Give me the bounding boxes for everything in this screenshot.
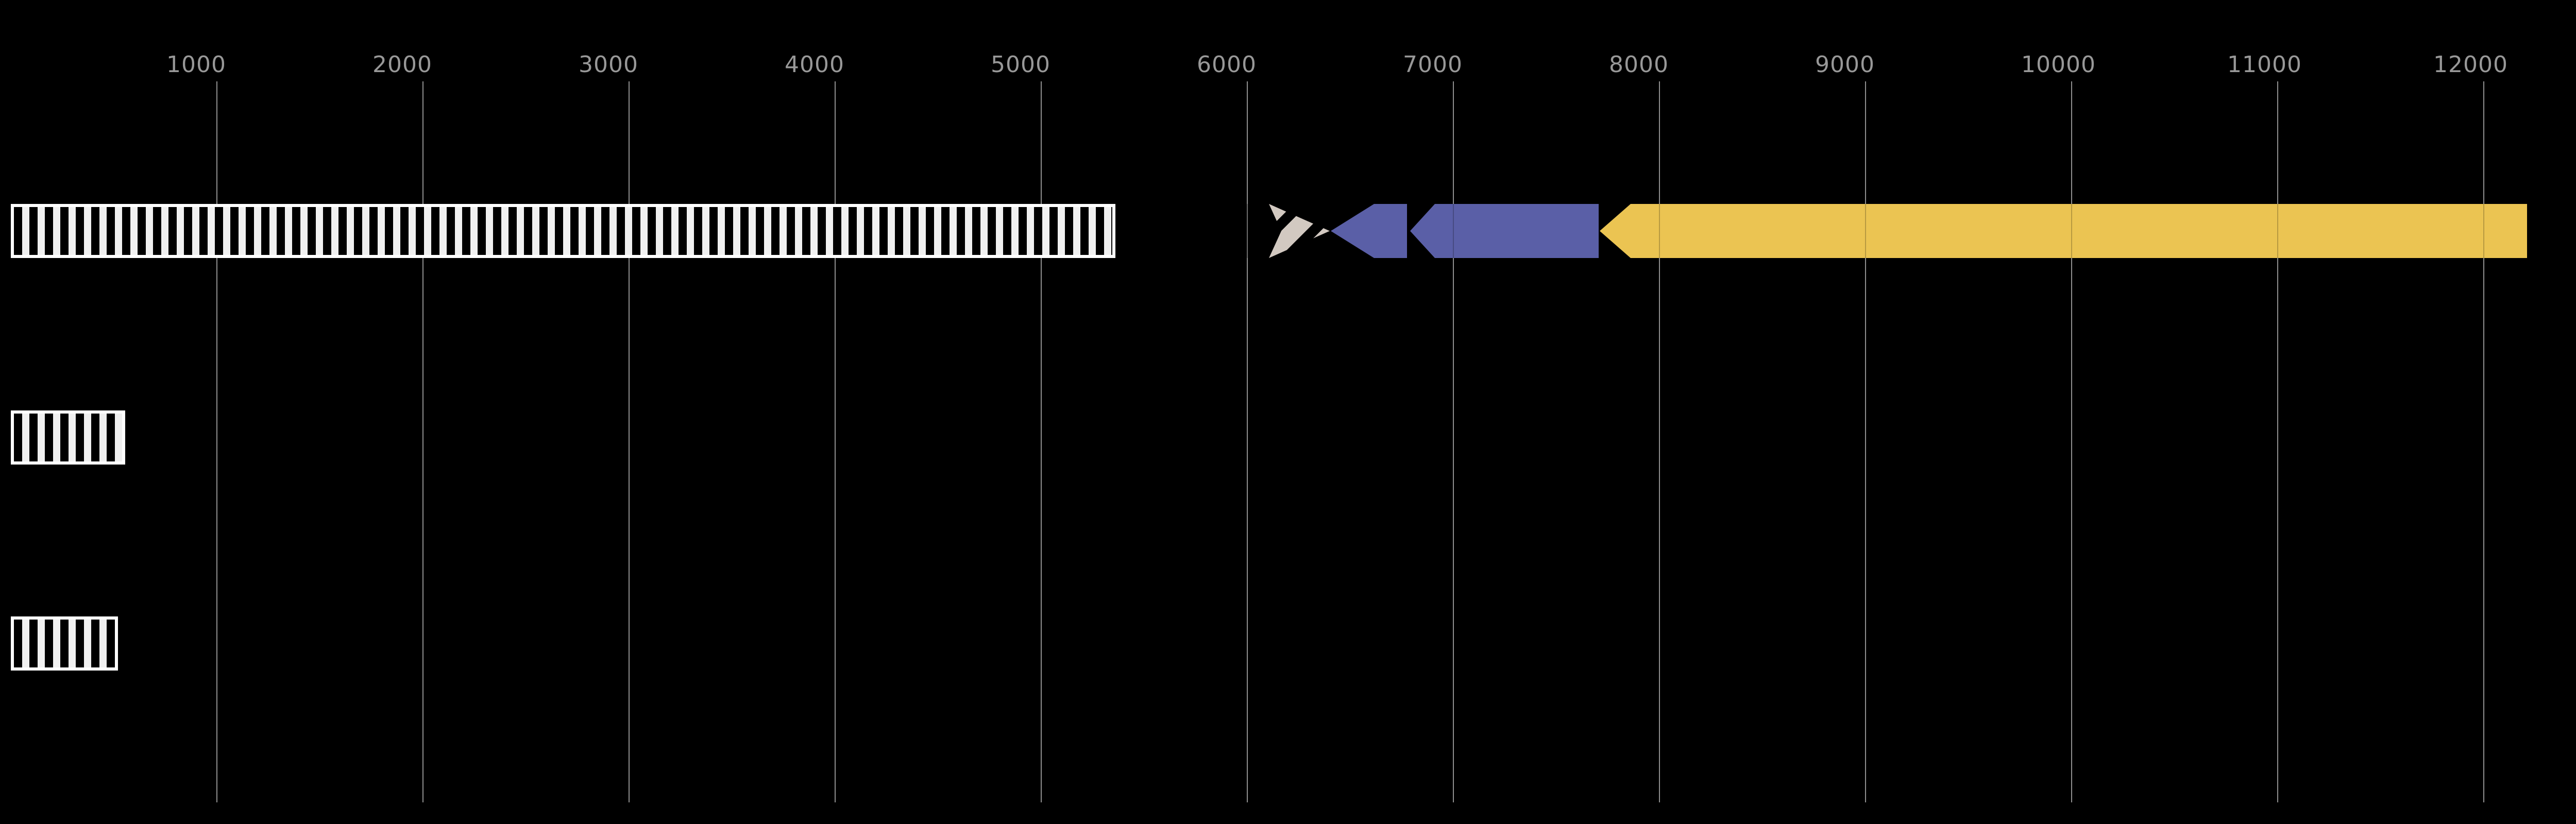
gridline: [1247, 81, 1248, 802]
gridline: [422, 81, 423, 802]
axis-tick-label: 10000: [2021, 52, 2096, 78]
gridline: [2277, 81, 2278, 802]
gridline: [2483, 81, 2484, 802]
gridline: [629, 81, 630, 802]
feature-gene-arrow-blue-2: [1410, 204, 1599, 258]
axis-tick-label: 5000: [991, 52, 1050, 78]
gridline: [216, 81, 217, 802]
gridline-feature-shading: [2483, 204, 2484, 258]
track-2: [0, 410, 2576, 465]
axis-tick-label: 3000: [579, 52, 638, 78]
feature-striped-region: [11, 410, 125, 465]
axis-tick-label: 2000: [372, 52, 432, 78]
feature-striped-region: [11, 616, 118, 671]
axis-tick-label: 1000: [166, 52, 226, 78]
gridline: [2071, 81, 2072, 802]
gridline: [1659, 81, 1660, 802]
gridline: [1865, 81, 1866, 802]
gridline: [1041, 81, 1042, 802]
track-3: [0, 616, 2576, 671]
axis-tick-label: 9000: [1815, 52, 1875, 78]
gridline-feature-shading: [1453, 204, 1454, 258]
axis-tick-label: 7000: [1403, 52, 1463, 78]
gridline-feature-shading: [2071, 204, 2072, 258]
gridline-feature-shading: [1659, 204, 1660, 258]
feature-gene-arrow-blue-1: [1331, 204, 1407, 258]
feature-gene-arrow-yellow: [1600, 204, 2527, 258]
feature-striped-region: [11, 204, 1115, 258]
gridline-feature-shading: [1865, 204, 1866, 258]
track-1: [0, 204, 2576, 258]
feature-hatched-arrow: [1269, 204, 1330, 258]
axis-tick-label: 4000: [785, 52, 844, 78]
gridline: [1453, 81, 1454, 802]
gridline-feature-shading: [2277, 204, 2278, 258]
axis-tick-label: 8000: [1609, 52, 1669, 78]
axis-tick-label: 12000: [2433, 52, 2508, 78]
axis-tick-label: 6000: [1197, 52, 1257, 78]
gridline-feature-shading: [1247, 204, 1248, 258]
axis-tick-label: 11000: [2227, 52, 2302, 78]
gridline: [835, 81, 836, 802]
